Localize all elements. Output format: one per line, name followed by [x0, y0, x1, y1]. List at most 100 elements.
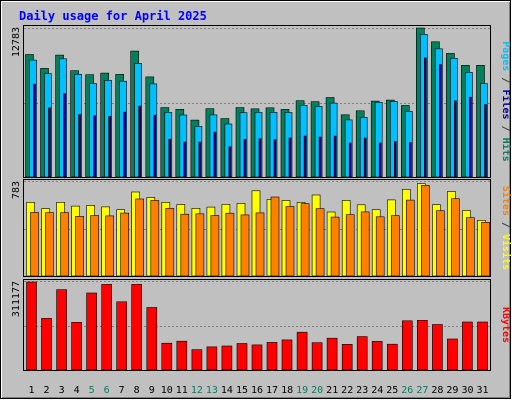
- bar-sites-day-29: [451, 198, 460, 277]
- bar-files-day-27: [419, 34, 428, 178]
- bar-sites-day-8: [135, 198, 144, 277]
- bar-sites-day-1: [30, 212, 39, 277]
- bar-pages-day-29: [454, 100, 457, 178]
- bar-sites-day-13: [210, 215, 220, 277]
- bar-pages-day-23: [363, 137, 367, 178]
- bar-sites-day-28: [436, 210, 445, 277]
- x-tick-day-13: 13: [206, 385, 218, 396]
- bar-kbytes-day-6: [101, 284, 112, 371]
- x-tick-day-24: 24: [371, 385, 383, 396]
- bar-sites-day-21: [330, 216, 340, 277]
- bar-pages-day-17: [273, 139, 277, 178]
- bar-pages-day-30: [469, 96, 472, 178]
- bar-kbytes-day-7: [116, 301, 127, 371]
- bar-files-day-25: [389, 101, 398, 178]
- panel-0: 12783 Pages / Files / Hits: [11, 25, 512, 178]
- bar-files-day-15: [239, 112, 248, 178]
- bar-files-day-24: [374, 102, 383, 178]
- bar-pages-day-22: [348, 142, 352, 178]
- bar-kbytes-day-2: [41, 317, 52, 371]
- bar-pages-day-3: [63, 93, 66, 178]
- bar-kbytes-day-17: [266, 342, 278, 371]
- legend-label-0: Pages / Files / Hits: [500, 41, 512, 161]
- bar-sites-day-23: [360, 211, 370, 277]
- bar-kbytes-day-16: [251, 344, 263, 371]
- legend-part-1-0: Sites: [500, 186, 512, 216]
- bar-sites-day-5: [90, 215, 99, 277]
- bar-sites-day-2: [45, 212, 54, 277]
- bar-kbytes-day-13: [206, 346, 218, 371]
- bar-sites-day-9: [150, 200, 160, 277]
- bar-pages-day-20: [318, 136, 322, 178]
- bar-pages-day-24: [378, 142, 382, 178]
- bar-pages-day-11: [183, 141, 187, 178]
- y-max-label-0: 12783: [11, 27, 22, 57]
- bar-sites-day-26: [405, 199, 415, 277]
- bar-files-day-20: [314, 106, 323, 178]
- bar-files-day-30: [465, 72, 473, 178]
- bar-sites-day-7: [120, 212, 129, 277]
- bar-kbytes-day-20: [311, 342, 323, 371]
- x-tick-day-30: 30: [461, 385, 473, 396]
- legend-part-1-1: /: [500, 216, 511, 234]
- x-tick-day-6: 6: [104, 385, 110, 396]
- bar-files-day-8: [134, 63, 142, 178]
- x-tick-day-8: 8: [134, 385, 140, 396]
- bar-pages-day-12: [198, 141, 202, 178]
- bar-sites-day-31: [481, 222, 490, 277]
- legend-part-0-4: Hits: [500, 138, 512, 162]
- bar-files-day-23: [359, 117, 368, 178]
- bar-pages-day-7: [123, 111, 126, 178]
- x-tick-day-26: 26: [401, 385, 413, 396]
- legend-part-1-2: Visits: [500, 234, 512, 270]
- bar-files-day-1: [29, 59, 37, 178]
- x-tick-day-2: 2: [43, 385, 49, 396]
- legend-part-0-3: /: [500, 120, 511, 138]
- bar-files-day-7: [119, 80, 127, 178]
- bar-kbytes-day-1: [26, 281, 37, 371]
- bar-kbytes-day-24: [371, 341, 383, 371]
- bar-pages-day-6: [108, 116, 111, 178]
- bar-pages-day-1: [33, 83, 36, 178]
- bar-kbytes-day-12: [191, 349, 203, 371]
- x-tick-day-29: 29: [446, 385, 458, 396]
- bar-kbytes-day-8: [131, 283, 142, 371]
- bar-sites-day-16: [255, 212, 265, 277]
- bar-sites-day-10: [165, 208, 175, 277]
- bar-kbytes-day-29: [447, 338, 458, 371]
- x-tick-day-22: 22: [341, 385, 353, 396]
- bar-kbytes-day-21: [326, 337, 338, 371]
- bar-pages-day-4: [78, 114, 81, 178]
- x-tick-day-25: 25: [386, 385, 398, 396]
- x-tick-day-1: 1: [28, 385, 34, 396]
- legend-part-0-2: Files: [500, 89, 512, 119]
- y-max-label-1: 783: [11, 181, 22, 199]
- bar-kbytes-day-4: [71, 321, 82, 371]
- x-tick-day-18: 18: [281, 385, 293, 396]
- bar-sites-day-4: [75, 216, 84, 277]
- bar-sites-day-15: [240, 214, 250, 277]
- bar-kbytes-day-27: [416, 319, 428, 371]
- bar-files-day-12: [194, 126, 203, 178]
- bar-kbytes-day-30: [462, 321, 473, 371]
- bar-files-day-9: [149, 83, 158, 178]
- x-tick-day-28: 28: [431, 385, 443, 396]
- x-tick-day-7: 7: [119, 385, 125, 396]
- bar-files-day-4: [74, 74, 82, 178]
- bar-files-day-3: [59, 58, 67, 178]
- x-tick-day-17: 17: [266, 385, 278, 396]
- bar-sites-day-19: [300, 203, 310, 277]
- bar-files-day-22: [344, 119, 353, 178]
- bar-pages-day-14: [228, 146, 232, 178]
- y-max-label-2: 311177: [11, 281, 22, 317]
- bar-files-day-2: [44, 73, 52, 178]
- bar-files-day-14: [224, 123, 233, 178]
- legend-part-0-0: Pages: [500, 41, 511, 71]
- bar-kbytes-day-28: [432, 324, 443, 371]
- bar-files-day-29: [450, 57, 458, 178]
- bar-files-day-5: [89, 83, 97, 178]
- bar-kbytes-day-5: [86, 292, 97, 371]
- bar-sites-day-24: [375, 216, 385, 277]
- legend-label-1: Sites / Visits: [500, 186, 512, 270]
